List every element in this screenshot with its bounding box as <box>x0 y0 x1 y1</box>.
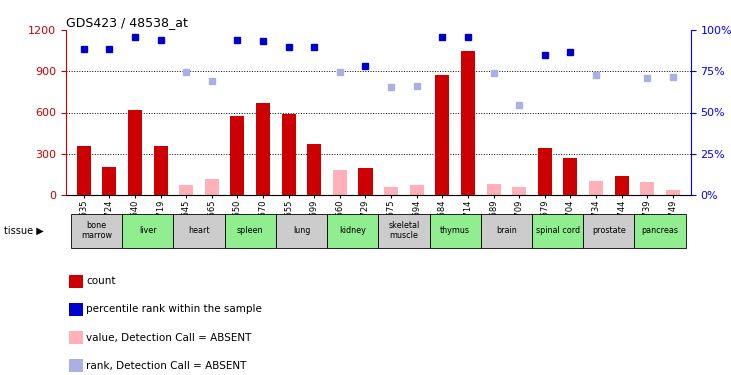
Text: percentile rank within the sample: percentile rank within the sample <box>86 304 262 314</box>
Bar <box>640 182 654 195</box>
Bar <box>224 214 276 248</box>
Text: heart: heart <box>189 226 210 235</box>
Bar <box>281 114 295 195</box>
Text: spleen: spleen <box>237 226 263 235</box>
Bar <box>512 188 526 195</box>
Text: thymus: thymus <box>440 226 470 235</box>
Bar <box>538 148 552 195</box>
Text: brain: brain <box>496 226 517 235</box>
Text: skeletal
muscle: skeletal muscle <box>388 221 420 240</box>
Bar <box>173 214 224 248</box>
Bar <box>379 214 430 248</box>
Bar <box>276 214 327 248</box>
Bar <box>487 184 501 195</box>
Bar <box>481 214 532 248</box>
Bar <box>409 185 424 195</box>
Bar <box>102 167 116 195</box>
Bar <box>230 116 244 195</box>
Bar <box>333 170 347 195</box>
Text: liver: liver <box>139 226 156 235</box>
Text: value, Detection Call = ABSENT: value, Detection Call = ABSENT <box>86 333 251 342</box>
Bar <box>615 176 629 195</box>
Bar <box>256 103 270 195</box>
Text: prostate: prostate <box>592 226 626 235</box>
Bar <box>358 168 373 195</box>
Text: bone
marrow: bone marrow <box>81 221 112 240</box>
Text: tissue ▶: tissue ▶ <box>4 226 43 236</box>
Bar <box>532 214 583 248</box>
Text: spinal cord: spinal cord <box>536 226 580 235</box>
Bar <box>327 214 379 248</box>
Bar <box>179 185 193 195</box>
Text: rank, Detection Call = ABSENT: rank, Detection Call = ABSENT <box>86 361 246 370</box>
Text: count: count <box>86 276 115 286</box>
Bar <box>589 181 603 195</box>
Bar <box>583 214 635 248</box>
Bar <box>71 214 122 248</box>
Bar <box>564 158 577 195</box>
Bar <box>122 214 173 248</box>
Bar <box>307 144 322 195</box>
Bar <box>128 110 142 195</box>
Bar <box>154 146 167 195</box>
Text: kidney: kidney <box>339 226 366 235</box>
Bar <box>77 146 91 195</box>
Text: lung: lung <box>292 226 310 235</box>
Bar <box>435 75 450 195</box>
Bar <box>430 214 481 248</box>
Bar <box>384 187 398 195</box>
Bar <box>666 190 680 195</box>
Bar <box>461 51 475 195</box>
Bar <box>205 178 219 195</box>
Text: GDS423 / 48538_at: GDS423 / 48538_at <box>66 16 188 29</box>
Text: pancreas: pancreas <box>642 226 678 235</box>
Bar <box>635 214 686 248</box>
